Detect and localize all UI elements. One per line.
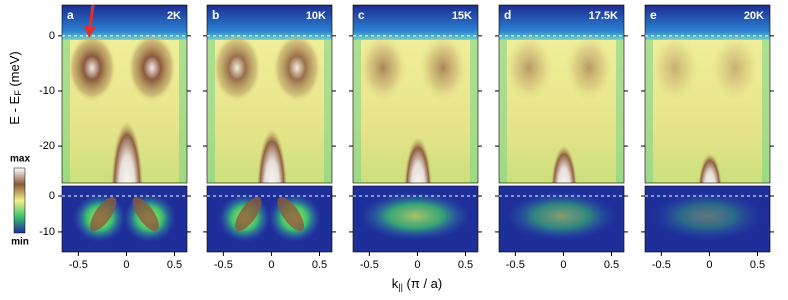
y-tick-label: -10 [39, 226, 55, 238]
panel-temperature: 15K [452, 10, 472, 22]
panel-frame [61, 185, 188, 253]
panel-frame [206, 185, 333, 253]
map-edge [353, 39, 361, 183]
lower-band [132, 197, 159, 232]
x-label-unit: (π / a) [403, 276, 442, 291]
x-tick-label: 0.5 [167, 259, 182, 271]
band-blob [565, 33, 613, 102]
core-blob [404, 137, 432, 183]
x-tick-label: 0 [123, 259, 129, 271]
upper-map [353, 5, 478, 183]
lower-map [499, 186, 624, 252]
y-tick-label: 0 [49, 190, 55, 202]
x-label-sub: || [398, 282, 403, 292]
panel-label: c [358, 8, 365, 22]
lower-band [90, 197, 117, 232]
core-blob [257, 129, 287, 183]
core-blob [551, 145, 577, 183]
x-tick-label: 0 [268, 259, 274, 271]
x-tick-label: 0.5 [312, 259, 327, 271]
upper-map [62, 5, 187, 183]
panel-frame [352, 4, 479, 184]
upper-map [499, 5, 624, 183]
lower-map [62, 186, 187, 252]
panel-frame [206, 4, 333, 184]
lower-blob [652, 192, 763, 241]
colorbar-min: min [11, 237, 29, 248]
map-edge [62, 39, 70, 183]
arrow-shaft [88, 4, 95, 29]
lower-band [235, 197, 262, 232]
panel-temperature: 2K [167, 10, 181, 22]
panel-temperature: 17.5K [589, 10, 618, 22]
map-edge [762, 39, 770, 183]
x-label-main: k [392, 276, 399, 291]
x-axis-label: k|| (π / a) [392, 276, 443, 292]
panel-frame [498, 4, 625, 184]
panel-label: e [650, 8, 657, 22]
band-blob [651, 33, 699, 102]
lower-map [353, 186, 478, 252]
lower-blob [360, 192, 471, 241]
map-edge [207, 39, 215, 183]
x-tick-label: -0.5 [506, 259, 525, 271]
band-blob [128, 33, 176, 102]
map-edge [179, 39, 187, 183]
x-tick-label: 0 [414, 259, 420, 271]
band-blob [711, 33, 759, 102]
panel-frame [644, 185, 771, 253]
y-tick-label: 0 [49, 30, 55, 42]
y-axis-label: E - EF (meV) [7, 51, 23, 124]
map-edge [645, 39, 653, 183]
x-tick-label: -0.5 [652, 259, 671, 271]
band-blob [213, 33, 261, 102]
panel-frame [61, 4, 188, 184]
core-blob [698, 153, 722, 183]
colorbar [13, 167, 26, 234]
upper-map [207, 5, 332, 183]
x-tick-label: 0.5 [604, 259, 619, 271]
lower-band [277, 197, 304, 232]
y-tick-label: -20 [39, 140, 55, 152]
colorbar-max: max [10, 154, 30, 165]
x-tick-label: 0.5 [458, 259, 473, 271]
map-edge [324, 39, 332, 183]
x-tick-label: 0 [706, 259, 712, 271]
panel-temperature: 10K [306, 10, 326, 22]
x-tick-label: 0.5 [750, 259, 765, 271]
x-tick-label: -0.5 [214, 259, 233, 271]
core-blob [111, 121, 143, 183]
arrow-head [84, 25, 96, 38]
y-label-main: E - E [7, 95, 22, 124]
lower-map [207, 186, 332, 252]
y-label-unit: (meV) [7, 51, 22, 90]
x-tick-label: -0.5 [69, 259, 88, 271]
panel-label: b [212, 8, 219, 22]
panel-frame [498, 185, 625, 253]
band-blob [68, 33, 116, 102]
lower-blob [506, 192, 617, 241]
band-blob [359, 33, 407, 102]
panel-label: a [67, 8, 74, 22]
x-tick-label: 0 [560, 259, 566, 271]
panel-frame [644, 4, 771, 184]
y-tick-label: -10 [39, 85, 55, 97]
map-edge [616, 39, 624, 183]
panel-label: d [504, 8, 511, 22]
y-label-sub: F [13, 90, 23, 96]
panel-temperature: 20K [744, 10, 764, 22]
lower-map [645, 186, 770, 252]
band-blob [505, 33, 553, 102]
x-tick-label: -0.5 [360, 259, 379, 271]
map-edge [499, 39, 507, 183]
panel-frame [352, 185, 479, 253]
band-blob [273, 33, 321, 102]
band-blob [419, 33, 467, 102]
map-edge [470, 39, 478, 183]
